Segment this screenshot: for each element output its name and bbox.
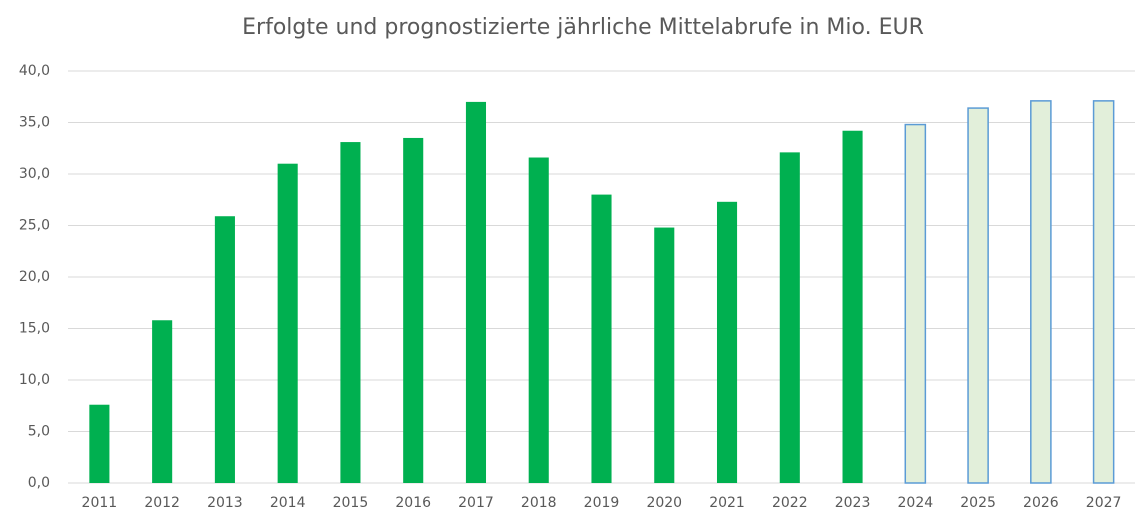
- bar: [403, 137, 424, 483]
- bar: [779, 152, 800, 483]
- y-tick-label: 25,0: [19, 218, 50, 234]
- x-tick-label: 2014: [270, 495, 306, 511]
- x-tick-label: 2026: [1023, 495, 1059, 511]
- x-tick-label: 2024: [898, 495, 934, 511]
- y-tick-label: 30,0: [19, 166, 50, 182]
- x-tick-label: 2020: [646, 495, 682, 511]
- x-tick-label: 2017: [458, 495, 494, 511]
- y-tick-label: 20,0: [19, 269, 50, 285]
- x-tick-label: 2018: [521, 495, 557, 511]
- x-tick-label: 2015: [333, 495, 369, 511]
- x-tick-label: 2013: [207, 495, 243, 511]
- bar: [842, 130, 863, 484]
- x-tick-label: 2022: [772, 495, 808, 511]
- bar: [528, 157, 549, 483]
- y-tick-label: 40,0: [19, 63, 50, 79]
- y-tick-label: 35,0: [19, 115, 50, 131]
- bar: [967, 107, 989, 484]
- bar: [277, 163, 298, 483]
- bar: [1092, 100, 1115, 484]
- bar: [591, 194, 612, 483]
- x-tick-label: 2025: [960, 495, 996, 511]
- bar: [89, 404, 110, 483]
- bar: [716, 201, 738, 483]
- x-tick-label: 2011: [82, 495, 118, 511]
- x-tick-label: 2016: [395, 495, 431, 511]
- y-tick-label: 15,0: [19, 321, 50, 337]
- y-tick-label: 0,0: [28, 475, 50, 491]
- x-tick-label: 2012: [144, 495, 180, 511]
- x-tick-label: 2021: [709, 495, 745, 511]
- bar: [904, 123, 927, 484]
- y-tick-label: 10,0: [19, 372, 50, 388]
- bar: [465, 101, 487, 484]
- x-tick-label: 2019: [584, 495, 620, 511]
- bar: [214, 216, 235, 484]
- bar: [152, 320, 173, 483]
- y-tick-label: 5,0: [28, 424, 50, 440]
- x-tick-label: 2027: [1086, 495, 1122, 511]
- x-tick-label: 2023: [835, 495, 871, 511]
- bar: [654, 227, 675, 483]
- bar: [1030, 100, 1052, 484]
- bar: [340, 142, 361, 483]
- chart-title: Erfolgte und prognostizierte jährliche M…: [242, 15, 924, 40]
